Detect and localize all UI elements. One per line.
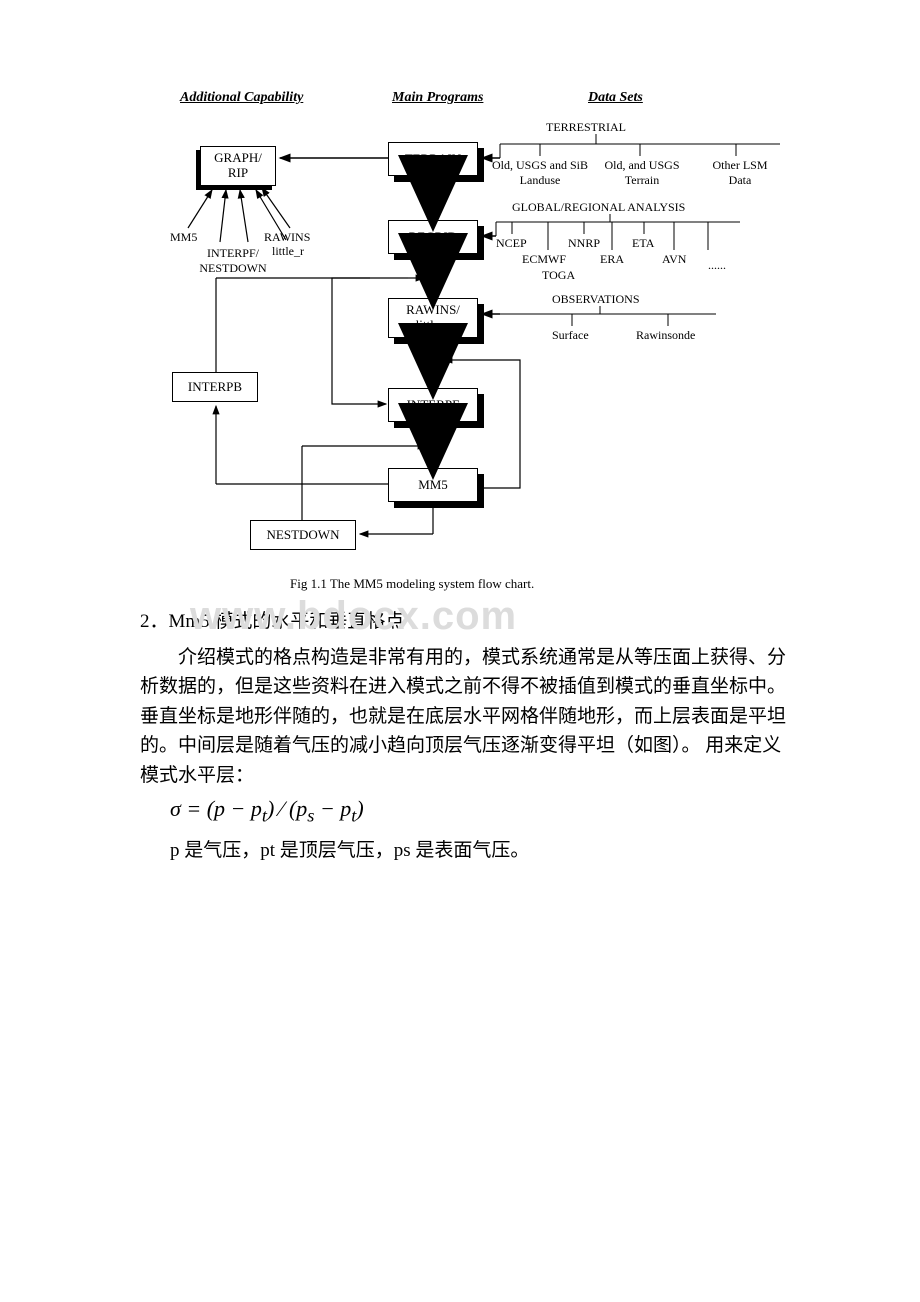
variable-definitions: p 是气压，pt 是顶层气压，ps 是表面气压。 — [170, 835, 790, 862]
watermark-text: www.bdocx.com — [190, 594, 517, 639]
flowchart-diagram: Additional Capability Main Programs Data… — [160, 90, 840, 570]
figure-caption: Fig 1.1 The MM5 modeling system flow cha… — [290, 576, 790, 592]
section-paragraph: 介绍模式的格点构造是非常有用的，模式系统通常是从等压面上获得、分析数据的，但是这… — [140, 643, 790, 790]
arrows-svg — [160, 90, 840, 570]
sigma-formula: σ = (p − pt) ⁄ (ps − pt) — [170, 796, 790, 826]
